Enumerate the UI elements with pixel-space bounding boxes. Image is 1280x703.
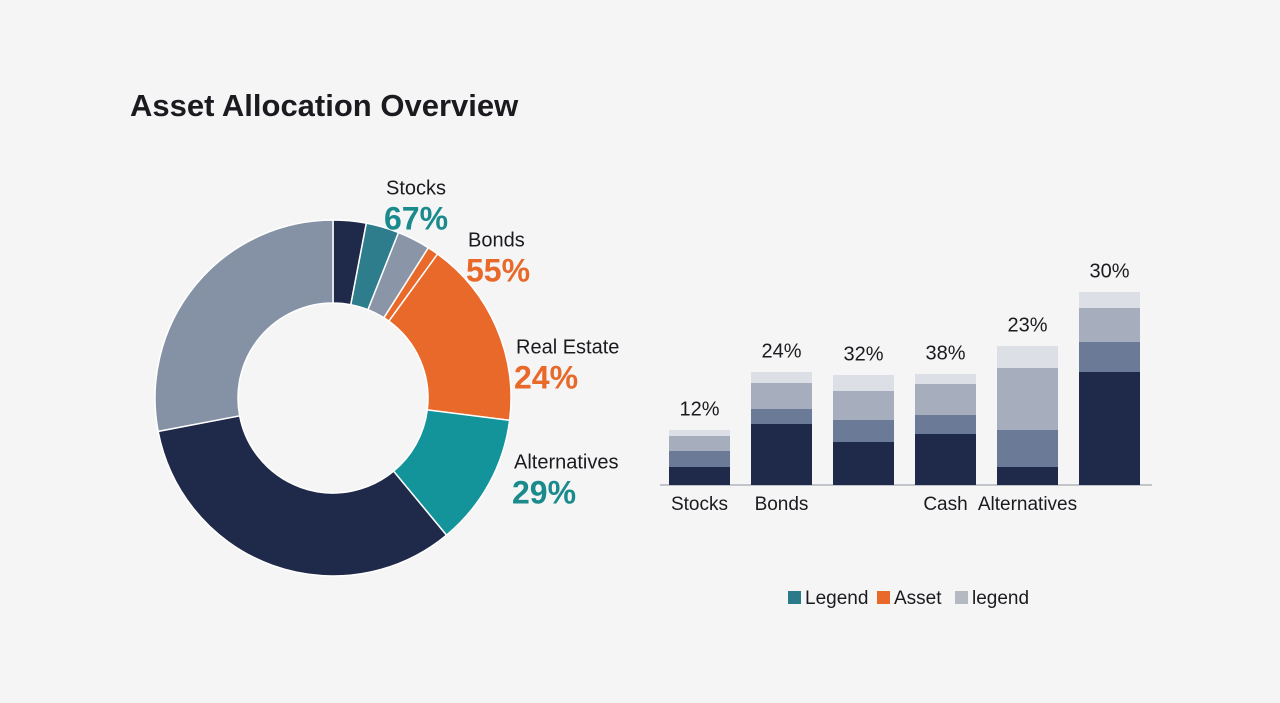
bar-segment: [669, 467, 730, 485]
callout-label: Alternatives: [514, 451, 619, 473]
legend-swatch: [788, 591, 801, 604]
legend-label: legend: [972, 588, 1029, 609]
bar-label: 12%: [679, 398, 719, 420]
legend-label: Legend: [805, 588, 868, 609]
bar-segment: [997, 346, 1058, 368]
bar-segment: [915, 434, 976, 485]
bar-segment: [751, 424, 812, 485]
bar-label: 30%: [1089, 260, 1129, 282]
bar-segment: [669, 430, 730, 436]
bar-segment: [997, 368, 1058, 430]
bar-segment: [1079, 292, 1140, 308]
callout-value: 67%: [384, 200, 448, 236]
bar-segment: [833, 420, 894, 442]
bar-segment: [997, 467, 1058, 485]
bar-segment: [1079, 308, 1140, 342]
chart-title: Asset Allocation Overview: [130, 88, 519, 123]
callout-value: 24%: [514, 359, 578, 395]
bar-label: 23%: [1007, 314, 1047, 336]
bar-segment: [915, 384, 976, 415]
legend-swatch: [877, 591, 890, 604]
x-tick-label: Bonds: [755, 494, 809, 515]
bar-label: 24%: [761, 340, 801, 362]
bar-segment: [1079, 372, 1140, 485]
bar-segment: [997, 430, 1058, 467]
bar-segment: [1079, 342, 1140, 372]
bar-segment: [833, 375, 894, 391]
callout-value: 29%: [512, 474, 576, 510]
bar-segment: [833, 442, 894, 485]
legend-label: Asset: [894, 588, 942, 609]
bar-label: 32%: [843, 343, 883, 365]
callout-label: Bonds: [468, 229, 525, 251]
donut-segment: [154, 219, 334, 433]
bar-segment: [751, 409, 812, 424]
bar-segment: [833, 391, 894, 420]
donut-segment: [387, 252, 512, 422]
callout-value: 55%: [466, 252, 530, 288]
bar-segment: [751, 372, 812, 383]
donut-segment: [157, 414, 448, 577]
callout-label: Real Estate: [516, 336, 619, 358]
x-tick-label: Alternatives: [978, 494, 1077, 515]
bar-segment: [915, 374, 976, 384]
callout-label: Stocks: [386, 177, 446, 199]
bar-segment: [669, 436, 730, 451]
legend-swatch: [955, 591, 968, 604]
bar-label: 38%: [925, 342, 965, 364]
x-tick-label: Stocks: [671, 494, 728, 515]
bar-segment: [915, 415, 976, 434]
bar-segment: [751, 383, 812, 409]
bar-segment: [669, 451, 730, 467]
x-tick-label: Cash: [923, 494, 967, 515]
